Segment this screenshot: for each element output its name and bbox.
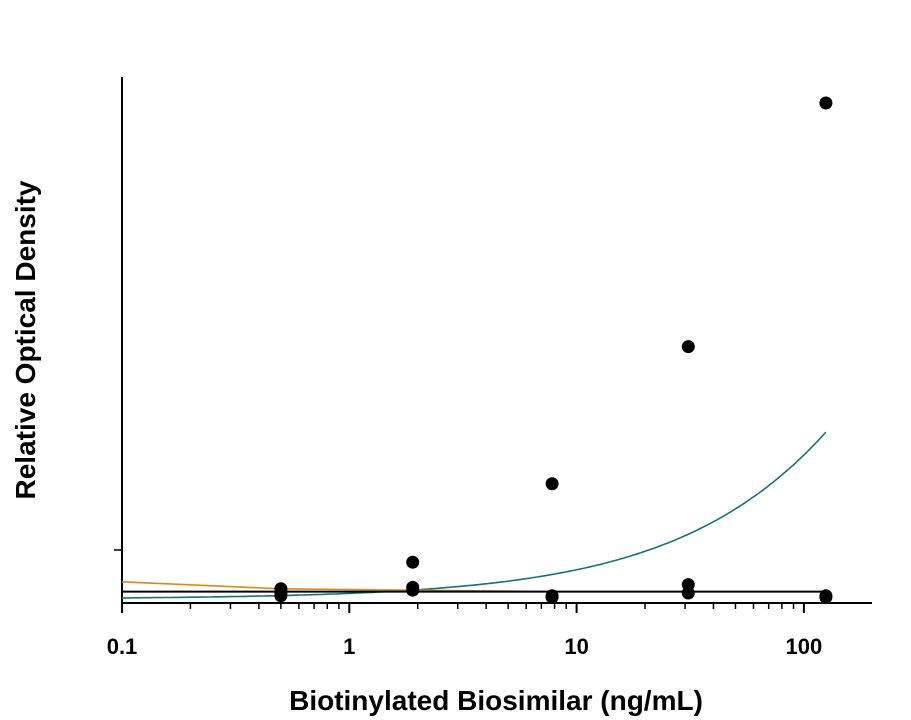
data-point [819,96,833,110]
y-axis-title: Relative Optical Density [10,180,41,499]
data-point [274,586,288,600]
data-point [819,589,833,603]
x-tick-labels: 0.1 1 10 100 [107,634,823,659]
x-tick-label: 100 [786,634,823,659]
data-points [274,96,833,604]
data-point [681,578,695,592]
data-point [681,340,695,354]
x-tick-label: 0.1 [107,634,138,659]
x-axis-title: Biotinylated Biosimilar (ng/mL) [289,685,703,716]
series-1-fit-curve [122,431,827,599]
data-point [545,589,559,603]
x-tick-label: 1 [343,634,355,659]
data-point [406,580,420,594]
axes [114,77,872,613]
data-point [406,555,420,569]
x-tick-label: 10 [564,634,588,659]
fit-curves [121,431,827,599]
data-point [545,477,559,491]
